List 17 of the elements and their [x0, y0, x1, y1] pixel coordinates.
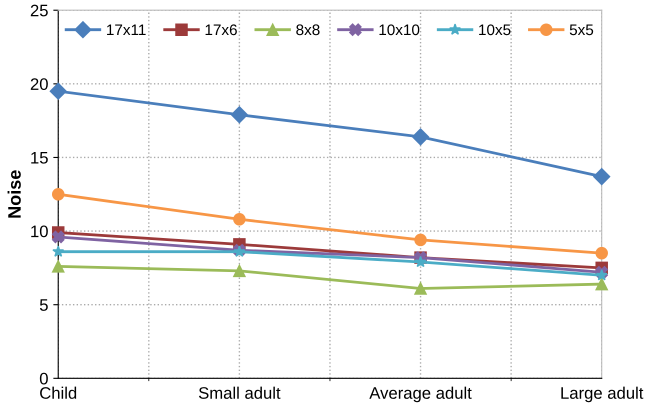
x-tick-label: Large adult: [561, 386, 644, 402]
legend-label: 8x8: [296, 24, 320, 36]
legend-label: 10x5: [479, 24, 510, 36]
y-tick-label: 15: [31, 152, 48, 164]
y-tick-label: 20: [30, 78, 48, 90]
y-tick-label: 5: [40, 299, 48, 311]
y-axis-title: Noise: [8, 170, 21, 218]
y-tick-label: 10: [31, 225, 48, 238]
y-tick-label: 0: [40, 372, 48, 385]
legend-label: 17x6: [206, 24, 237, 36]
x-tick-label: Average adult: [369, 386, 472, 402]
legend-label: 5x5: [570, 24, 594, 36]
legend-label: 17x11: [107, 24, 146, 36]
x-tick-label: Small adult: [198, 386, 280, 399]
y-tick-label: 25: [30, 4, 48, 16]
legend-label: 10x10: [379, 24, 420, 36]
x-tick-label: Child: [40, 386, 76, 399]
